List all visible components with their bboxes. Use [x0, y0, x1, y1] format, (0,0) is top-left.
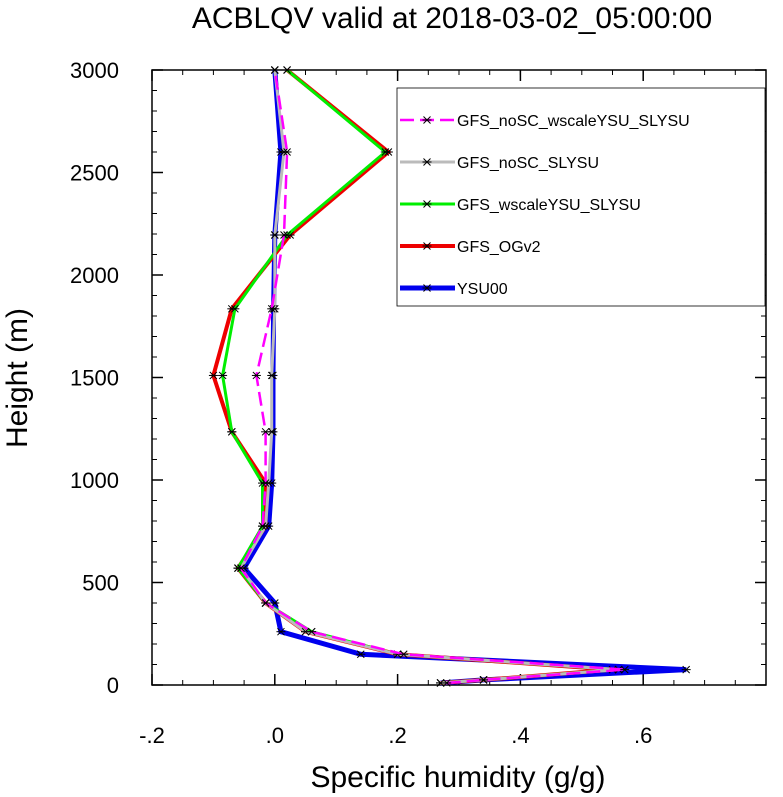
x-tick-label: .6: [634, 723, 652, 748]
data-point: [356, 650, 366, 659]
data-point: [258, 522, 268, 530]
data-point: [270, 599, 280, 607]
y-tick-label: 3000: [70, 58, 119, 83]
data-point: [267, 371, 277, 380]
data-point: [681, 665, 691, 674]
y-axis-title: Height (m): [1, 308, 34, 448]
legend-marker: [422, 242, 432, 250]
data-point: [380, 148, 390, 156]
data-point: [442, 679, 452, 687]
data-point: [282, 148, 292, 156]
data-point: [208, 371, 218, 380]
data-point: [251, 371, 261, 380]
series-line: [239, 69, 625, 685]
data-point: [479, 676, 489, 684]
series-GFS_noSC_wscaleYSU_SLYSU: [236, 66, 630, 687]
y-tick-label: 0: [107, 673, 119, 698]
y-axis: 0 500 1000 1500 2000 2500 3000: [70, 58, 766, 698]
x-tick-label: -.2: [139, 723, 165, 748]
y-tick-label: 2000: [70, 263, 119, 288]
x-tick-label: .0: [266, 723, 284, 748]
data-point: [267, 304, 277, 313]
data-point: [261, 479, 271, 487]
series-layer: [208, 66, 691, 687]
legend-marker: [422, 200, 432, 208]
data-point: [276, 627, 286, 636]
data-point: [279, 231, 289, 239]
legend-item: GFS_OGv2: [400, 239, 541, 256]
legend-box: [396, 87, 766, 307]
legend-label: GFS_noSC_wscaleYSU_SLYSU: [457, 113, 690, 130]
data-point: [218, 371, 228, 380]
legend-label: GFS_noSC_SLYSU: [457, 155, 599, 172]
data-point: [282, 66, 292, 74]
y-tick-label: 500: [82, 571, 119, 596]
legend-item: GFS_noSC_SLYSU: [400, 155, 599, 172]
data-point: [261, 599, 271, 607]
legend-item: GFS_noSC_wscaleYSU_SLYSU: [400, 113, 690, 130]
legend-item: GFS_wscaleYSU_SLYSU: [400, 197, 641, 214]
data-point: [236, 564, 246, 573]
legend-label: GFS_wscaleYSU_SLYSU: [457, 197, 641, 214]
y-tick-label: 2500: [70, 161, 119, 186]
legend-marker: [422, 158, 432, 166]
legend-label: GFS_OGv2: [457, 239, 541, 256]
y-tick-label: 1000: [70, 468, 119, 493]
data-point: [261, 427, 271, 436]
x-tick-label: .2: [388, 723, 406, 748]
data-point: [307, 627, 317, 636]
legend-marker: [422, 116, 432, 124]
x-axis-title: Specific humidity (g/g): [310, 761, 605, 794]
legend-marker: [422, 284, 432, 292]
x-tick-label: .4: [511, 723, 529, 748]
data-point: [270, 66, 280, 74]
data-point: [620, 665, 630, 674]
x-axis: -.2 .0 .2 .4 .6: [139, 70, 767, 748]
y-tick-label: 1500: [70, 366, 119, 391]
chart-title: ACBLQV valid at 2018-03-02_05:00:00: [192, 2, 712, 35]
data-point: [227, 427, 237, 436]
data-point: [230, 304, 240, 313]
data-point: [399, 650, 409, 659]
legend: GFS_noSC_wscaleYSU_SLYSU GFS_noSC_SLYSU GF…: [396, 87, 766, 307]
legend-item: YSU00: [400, 281, 508, 298]
legend-label: YSU00: [457, 281, 508, 298]
data-point: [270, 231, 280, 239]
